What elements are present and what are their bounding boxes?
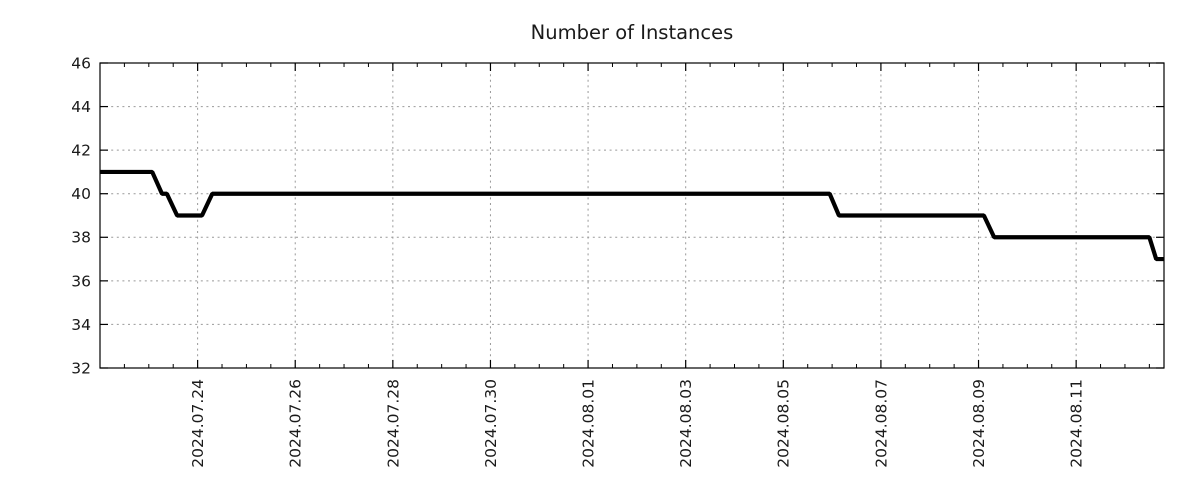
series-line-instances	[100, 169, 1164, 262]
x-tick-label: 2024.07.28	[384, 379, 402, 468]
x-tick-label: 2024.07.24	[189, 379, 207, 468]
axis-layer	[99, 62, 1165, 369]
y-tick-label: 36	[71, 272, 91, 290]
chart-title: Number of Instances	[531, 21, 734, 44]
x-tick-label: 2024.08.11	[1068, 379, 1086, 468]
series-layer	[100, 169, 1164, 262]
label-layer: 32 34 36 38 40 42 44 46 2024.07.24 2024.07.26 2024…	[71, 54, 1085, 467]
y-tick-label: 38	[71, 229, 91, 247]
x-tick-label: 2024.07.30	[482, 379, 500, 468]
x-tick-label: 2024.08.01	[579, 379, 597, 468]
x-tick-label: 2024.08.03	[677, 379, 695, 468]
y-tick-label: 42	[71, 142, 91, 160]
x-tick-label: 2024.08.07	[872, 379, 890, 468]
x-tick-label: 2024.08.09	[970, 379, 988, 468]
x-tick-label: 2024.07.26	[287, 379, 305, 468]
y-tick-label: 44	[71, 98, 91, 116]
plot-border	[99, 62, 1165, 369]
y-tick-label: 32	[71, 359, 91, 377]
grid-layer	[100, 63, 1164, 368]
y-tick-label: 46	[71, 54, 91, 72]
y-tick-label: 40	[71, 185, 91, 203]
x-tick-label: 2024.08.05	[775, 379, 793, 468]
y-tick-label: 34	[71, 316, 91, 334]
